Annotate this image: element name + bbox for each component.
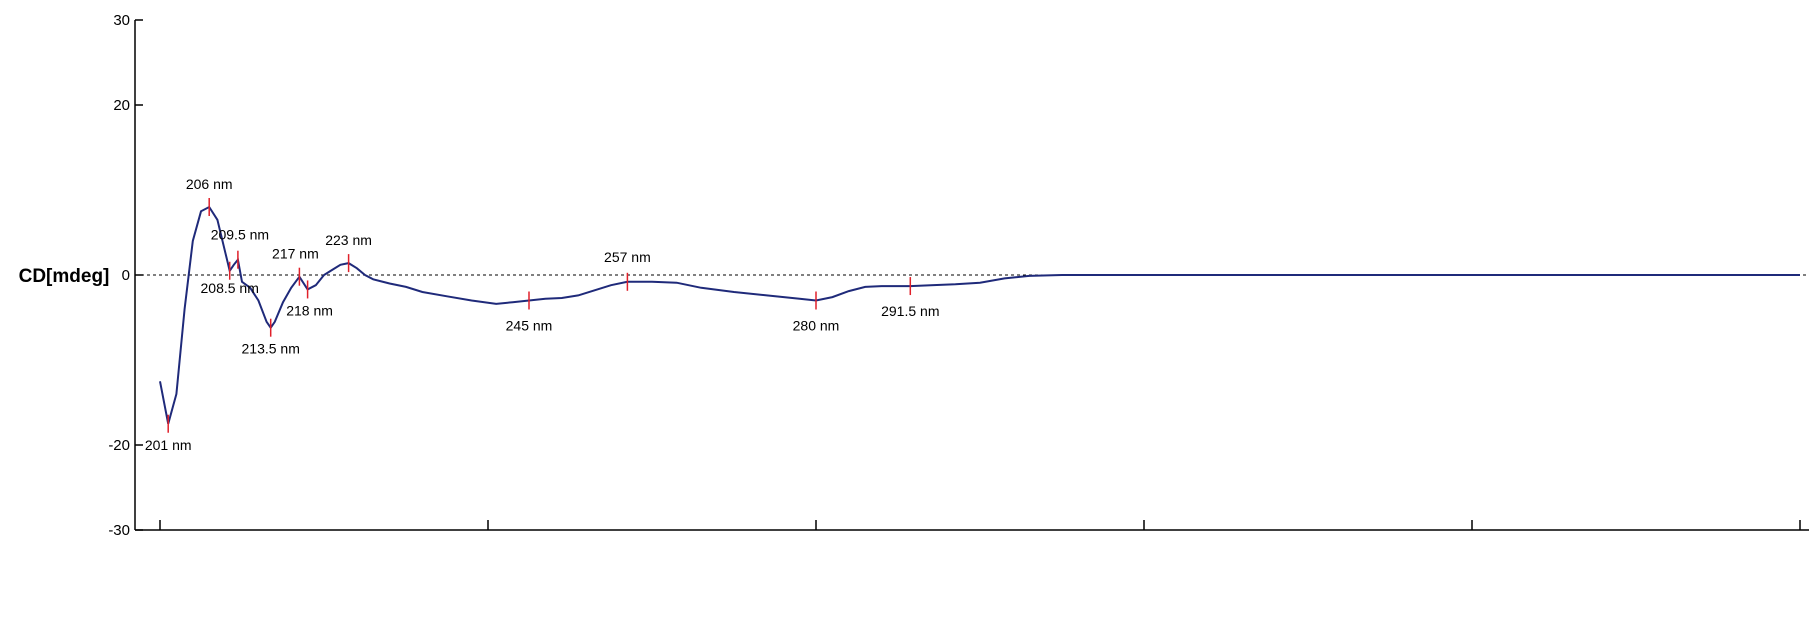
x-ticks bbox=[159, 520, 1801, 530]
peak-annotations: 201 nm 206 nm 208.5 nm 209.5 nm 213.5 nm 217 … bbox=[145, 176, 940, 453]
peak-label: 245 nm bbox=[506, 318, 553, 334]
y-tick-label: 20 bbox=[113, 97, 130, 114]
peak-label: 280 nm bbox=[793, 318, 840, 334]
peak-label: 291.5 nm bbox=[881, 303, 939, 319]
peak-label: 201 nm bbox=[145, 437, 192, 453]
peak-label: 223 nm bbox=[325, 232, 372, 248]
y-axis-label: CD[mdeg] bbox=[19, 266, 110, 287]
peak-label: 217 nm bbox=[272, 246, 319, 262]
cd-series-line bbox=[159, 205, 1800, 425]
peak-label: 213.5 nm bbox=[242, 341, 300, 357]
peak-label: 208.5 nm bbox=[201, 280, 259, 296]
peak-label: 257 nm bbox=[604, 249, 651, 265]
peak-label: 218 nm bbox=[286, 302, 333, 318]
y-ticks: 30 20 0 -20 -30 bbox=[108, 12, 143, 539]
y-tick-label: -20 bbox=[108, 437, 130, 454]
peak-label: 206 nm bbox=[186, 176, 233, 192]
y-tick-label: -30 bbox=[108, 522, 130, 539]
peak-label: 209.5 nm bbox=[211, 227, 269, 243]
y-tick-label: 0 bbox=[122, 267, 130, 284]
y-tick-label: 30 bbox=[113, 12, 130, 29]
